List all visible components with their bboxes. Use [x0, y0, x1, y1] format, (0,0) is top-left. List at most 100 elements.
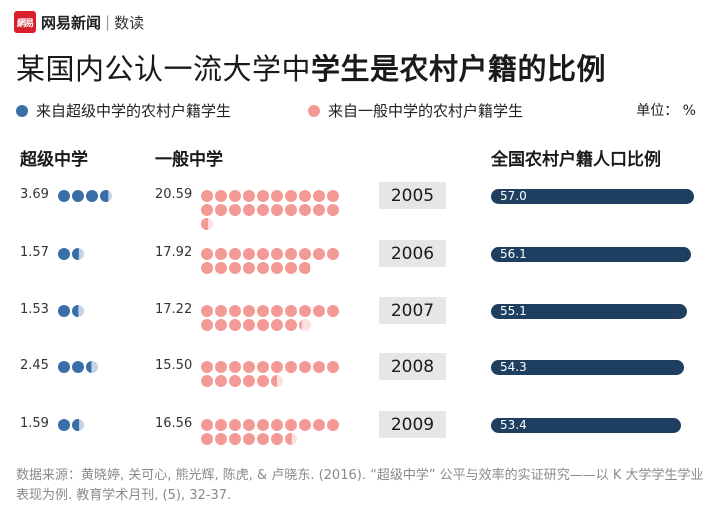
general-dot — [215, 319, 227, 331]
general-dot — [243, 262, 255, 274]
super-value-label: 1.57 — [20, 245, 49, 260]
general-dot — [243, 248, 255, 260]
column-header-rural: 全国农村户籍人口比例 — [491, 150, 661, 170]
general-dot — [215, 375, 227, 387]
super-dot — [58, 305, 70, 317]
general-dot — [243, 433, 255, 445]
chart-title-bold: 学生是农村户籍的比例 — [311, 52, 607, 86]
general-dot — [327, 419, 339, 431]
general-dot — [313, 204, 325, 216]
general-dot — [285, 361, 297, 373]
general-dot — [257, 419, 269, 431]
general-dot — [201, 433, 213, 445]
general-dot — [215, 433, 227, 445]
general-dot — [243, 190, 255, 202]
year-label: 2005 — [379, 182, 446, 209]
legend-super: 来自超级中学的农村户籍学生 — [16, 100, 231, 121]
general-dot — [201, 190, 213, 202]
brand-name: 网易新闻 — [41, 13, 102, 32]
general-dot — [299, 305, 311, 317]
general-dot — [229, 262, 241, 274]
general-value-label: 15.50 — [155, 358, 193, 373]
general-dot — [299, 248, 311, 260]
rural-bar: 55.1 — [491, 304, 687, 319]
general-dot — [257, 262, 269, 274]
general-dot — [299, 204, 311, 216]
super-dot — [72, 305, 84, 317]
super-dot — [72, 361, 84, 373]
general-dot — [201, 305, 213, 317]
general-dot — [229, 305, 241, 317]
general-dot — [299, 190, 311, 202]
general-dot — [313, 305, 325, 317]
general-dot — [229, 248, 241, 260]
column-header-general: 一般中学 — [155, 150, 223, 170]
general-dot — [243, 305, 255, 317]
general-dot — [271, 204, 283, 216]
general-dot — [327, 204, 339, 216]
general-dot — [327, 190, 339, 202]
general-dot — [243, 375, 255, 387]
general-dot — [229, 204, 241, 216]
general-dot — [299, 361, 311, 373]
legend-super-dot-icon — [16, 104, 28, 117]
general-dot — [215, 361, 227, 373]
year-label: 2006 — [379, 240, 446, 267]
general-dot — [229, 433, 241, 445]
year-label: 2008 — [379, 353, 446, 380]
super-dot — [100, 190, 112, 202]
general-dot — [215, 305, 227, 317]
general-dot — [271, 305, 283, 317]
general-dot — [201, 419, 213, 431]
general-dot — [215, 262, 227, 274]
general-dot — [201, 248, 213, 260]
general-dot — [257, 204, 269, 216]
general-dot — [285, 204, 297, 216]
general-dot — [271, 375, 283, 387]
general-dot — [257, 319, 269, 331]
unit-label: 单位： % — [636, 103, 696, 119]
rural-bar: 54.3 — [491, 360, 684, 375]
general-dot — [299, 262, 311, 274]
brand-subtitle: 数读 — [114, 13, 145, 32]
rural-bar: 53.4 — [491, 418, 681, 433]
general-dot — [285, 433, 297, 445]
general-dot — [285, 248, 297, 260]
general-dot — [257, 190, 269, 202]
general-dot — [229, 419, 241, 431]
general-dot — [327, 361, 339, 373]
legend-general-dot-icon — [308, 104, 320, 117]
general-dot — [271, 190, 283, 202]
general-dot — [313, 419, 325, 431]
general-dot — [243, 319, 255, 331]
general-dot — [299, 419, 311, 431]
general-dot — [215, 190, 227, 202]
brand: 網易 网易新闻 | 数读 — [14, 8, 144, 36]
general-dot — [271, 319, 283, 331]
general-dot — [215, 204, 227, 216]
general-dot — [271, 419, 283, 431]
general-value-label: 16.56 — [155, 416, 193, 431]
super-dot — [72, 419, 84, 431]
super-dot — [58, 361, 70, 373]
general-dot — [201, 218, 213, 230]
general-dot — [229, 361, 241, 373]
super-dot — [58, 248, 70, 260]
legend-super-label: 来自超级中学的农村户籍学生 — [36, 102, 232, 120]
general-dot — [257, 248, 269, 260]
chart-title-light: 某国内公认一流大学中 — [16, 52, 312, 86]
legend-general: 来自一般中学的农村户籍学生 — [308, 100, 523, 121]
general-dot — [243, 419, 255, 431]
legend-general-label: 来自一般中学的农村户籍学生 — [328, 102, 524, 120]
super-dot — [58, 190, 70, 202]
general-dot — [201, 361, 213, 373]
general-dot — [327, 305, 339, 317]
super-dot — [86, 361, 98, 373]
general-dot — [271, 361, 283, 373]
general-dot — [215, 419, 227, 431]
general-dot — [229, 190, 241, 202]
general-dot — [327, 248, 339, 260]
general-dot — [271, 433, 283, 445]
general-dot — [243, 204, 255, 216]
brand-separator: | — [105, 13, 111, 31]
